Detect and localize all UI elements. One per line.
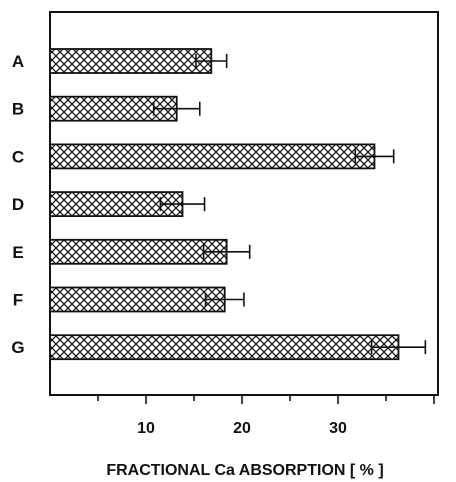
category-label: E <box>12 243 23 262</box>
category-label: A <box>12 52 24 71</box>
category-label: C <box>12 147 24 166</box>
category-label: G <box>11 338 24 357</box>
bar <box>49 334 400 361</box>
bar <box>49 143 376 170</box>
bar <box>49 238 228 265</box>
x-axis-label: FRACTIONAL Ca ABSORPTION [ % ] <box>106 462 383 479</box>
category-label: B <box>12 100 24 119</box>
plot-area: 10 20 30 A B C D E F G <box>11 11 439 437</box>
bar <box>49 48 213 74</box>
bar <box>49 286 226 313</box>
x-tick-label: 30 <box>329 420 347 437</box>
x-tick-label: 10 <box>137 420 155 437</box>
x-tick-label: 20 <box>233 420 251 437</box>
category-label: D <box>12 195 24 214</box>
category-label: F <box>13 291 23 310</box>
